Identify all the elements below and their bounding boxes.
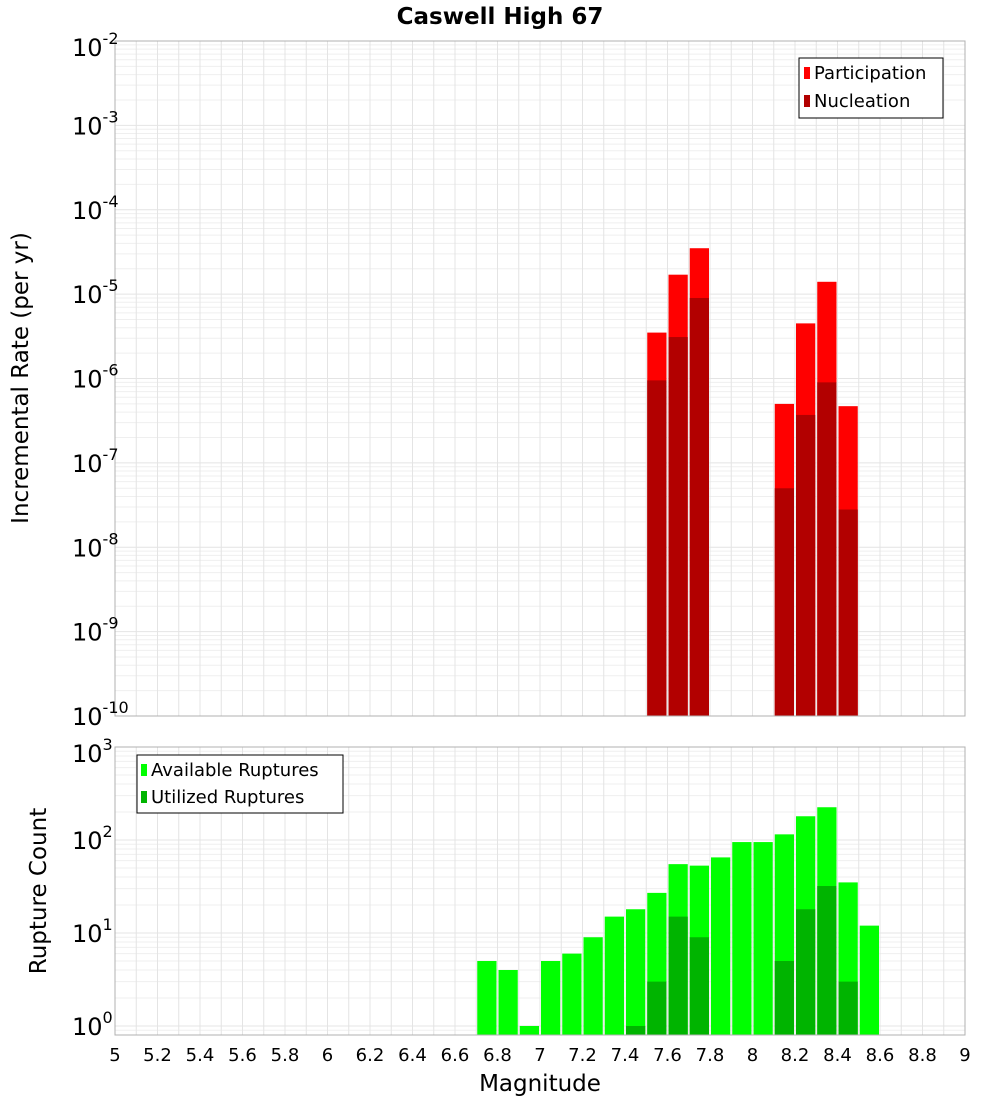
top-y-tick-label: 10-6 bbox=[72, 361, 119, 394]
utilized-ruptures-bar bbox=[774, 960, 794, 1035]
top-y-tick-label: 10-3 bbox=[72, 107, 119, 140]
nucleation-bar bbox=[817, 382, 837, 716]
x-tick-label: 5.2 bbox=[143, 1045, 172, 1066]
bottom-y-tick-label: 100 bbox=[72, 1008, 113, 1041]
available-ruptures-bar bbox=[753, 842, 773, 1035]
nucleation-bar bbox=[774, 488, 794, 716]
top-y-axis-label: Incremental Rate (per yr) bbox=[8, 232, 34, 524]
utilized-ruptures-bar bbox=[689, 937, 709, 1035]
top-y-tick-label: 10-7 bbox=[72, 445, 119, 478]
nucleation-bar bbox=[647, 380, 667, 716]
available-ruptures-bar bbox=[498, 969, 518, 1035]
x-tick-label: 7 bbox=[534, 1045, 545, 1066]
top-bars bbox=[647, 248, 858, 717]
top-plot-panel: 10-10 10-9 10-8 10-7 10-6 10-5 10-4 10-3 10-2 In… bbox=[8, 29, 966, 731]
top-y-tick-label: 10-9 bbox=[72, 614, 119, 647]
x-tick-labels: 5 5.2 5.4 5.6 5.8 6 6.2 6.4 6.6 6.8 7 7.2 7.4 7.6 7.8 8… bbox=[109, 1045, 970, 1066]
x-tick-label: 5 bbox=[109, 1045, 120, 1066]
top-plot-frame bbox=[114, 40, 966, 717]
x-tick-label: 6.4 bbox=[398, 1045, 427, 1066]
available-ruptures-bar bbox=[477, 960, 497, 1035]
x-tick-label: 5.8 bbox=[271, 1045, 300, 1066]
x-tick-label: 8.4 bbox=[823, 1045, 852, 1066]
x-tick-label: 5.4 bbox=[186, 1045, 215, 1066]
available-ruptures-bar bbox=[732, 842, 752, 1035]
nucleation-bar bbox=[668, 337, 688, 716]
utilized-ruptures-bar bbox=[838, 981, 858, 1035]
x-tick-label: 6.6 bbox=[441, 1045, 470, 1066]
available-ruptures-bar bbox=[711, 857, 731, 1035]
x-tick-label: 6 bbox=[322, 1045, 333, 1066]
x-tick-label: 7.4 bbox=[611, 1045, 640, 1066]
bottom-plot-frame bbox=[114, 746, 966, 1036]
legend-label-participation: Participation bbox=[814, 63, 926, 84]
x-tick-label: 5.6 bbox=[228, 1045, 257, 1066]
legend-label-available: Available Ruptures bbox=[151, 760, 319, 781]
x-tick-label: 8 bbox=[747, 1045, 758, 1066]
nucleation-bar bbox=[838, 509, 858, 716]
available-ruptures-bar bbox=[626, 909, 646, 1035]
available-ruptures-bar bbox=[519, 1025, 539, 1035]
nucleation-bar bbox=[796, 414, 816, 716]
bottom-y-tick-label: 102 bbox=[72, 822, 113, 855]
available-ruptures-bar bbox=[562, 953, 582, 1035]
top-y-tick-label: 10-4 bbox=[72, 192, 119, 225]
top-y-tick-label: 10-10 bbox=[72, 698, 129, 731]
legend-label-nucleation: Nucleation bbox=[814, 91, 910, 112]
bottom-legend: Available Ruptures Utilized Ruptures bbox=[136, 754, 344, 814]
nucleation-bar bbox=[689, 297, 709, 716]
x-tick-label: 6.2 bbox=[356, 1045, 385, 1066]
x-tick-label: 7.6 bbox=[653, 1045, 682, 1066]
top-y-tick-label: 10-5 bbox=[72, 276, 119, 309]
utilized-ruptures-bar bbox=[817, 886, 837, 1035]
x-axis-label: Magnitude bbox=[479, 1071, 601, 1097]
chart-title: Caswell High 67 bbox=[397, 4, 604, 30]
legend-swatch-nucleation bbox=[804, 95, 810, 107]
bottom-plot-panel: 100 101 102 103 5 5.2 5.4 5.6 5.8 6 6.2 6.4 6.6 6.8 7… bbox=[26, 735, 971, 1097]
available-ruptures-bar bbox=[859, 925, 879, 1035]
top-legend: Participation Nucleation bbox=[798, 57, 944, 119]
utilized-ruptures-bar bbox=[626, 1025, 646, 1035]
utilized-ruptures-bar bbox=[668, 916, 688, 1035]
bottom-y-tick-label: 101 bbox=[72, 915, 113, 948]
available-ruptures-bar bbox=[541, 960, 561, 1035]
available-ruptures-bar bbox=[583, 937, 603, 1035]
legend-label-utilized: Utilized Ruptures bbox=[151, 787, 304, 808]
x-tick-label: 8.8 bbox=[908, 1045, 937, 1066]
x-tick-label: 9 bbox=[959, 1045, 970, 1066]
utilized-ruptures-bar bbox=[796, 909, 816, 1035]
bottom-legend-box bbox=[136, 754, 344, 814]
x-tick-label: 8.2 bbox=[781, 1045, 810, 1066]
x-tick-label: 7.8 bbox=[696, 1045, 725, 1066]
top-gridlines bbox=[114, 40, 966, 717]
legend-swatch-utilized bbox=[141, 791, 147, 803]
bottom-y-axis-label: Rupture Count bbox=[26, 808, 52, 974]
top-legend-box bbox=[798, 57, 944, 119]
bottom-bars bbox=[477, 807, 879, 1035]
bottom-y-tick-labels: 100 101 102 103 bbox=[72, 735, 113, 1041]
x-tick-label: 6.8 bbox=[483, 1045, 512, 1066]
utilized-ruptures-bar bbox=[647, 981, 667, 1035]
legend-swatch-participation bbox=[804, 67, 810, 79]
available-ruptures-bar bbox=[604, 916, 624, 1035]
legend-swatch-available bbox=[141, 764, 147, 776]
top-y-tick-label: 10-8 bbox=[72, 529, 119, 562]
x-tick-label: 8.6 bbox=[866, 1045, 895, 1066]
top-y-tick-labels: 10-10 10-9 10-8 10-7 10-6 10-5 10-4 10-3 10-2 bbox=[72, 29, 129, 731]
x-tick-label: 7.2 bbox=[568, 1045, 597, 1066]
bottom-y-tick-label: 103 bbox=[72, 735, 113, 768]
top-y-tick-label: 10-2 bbox=[72, 29, 119, 62]
